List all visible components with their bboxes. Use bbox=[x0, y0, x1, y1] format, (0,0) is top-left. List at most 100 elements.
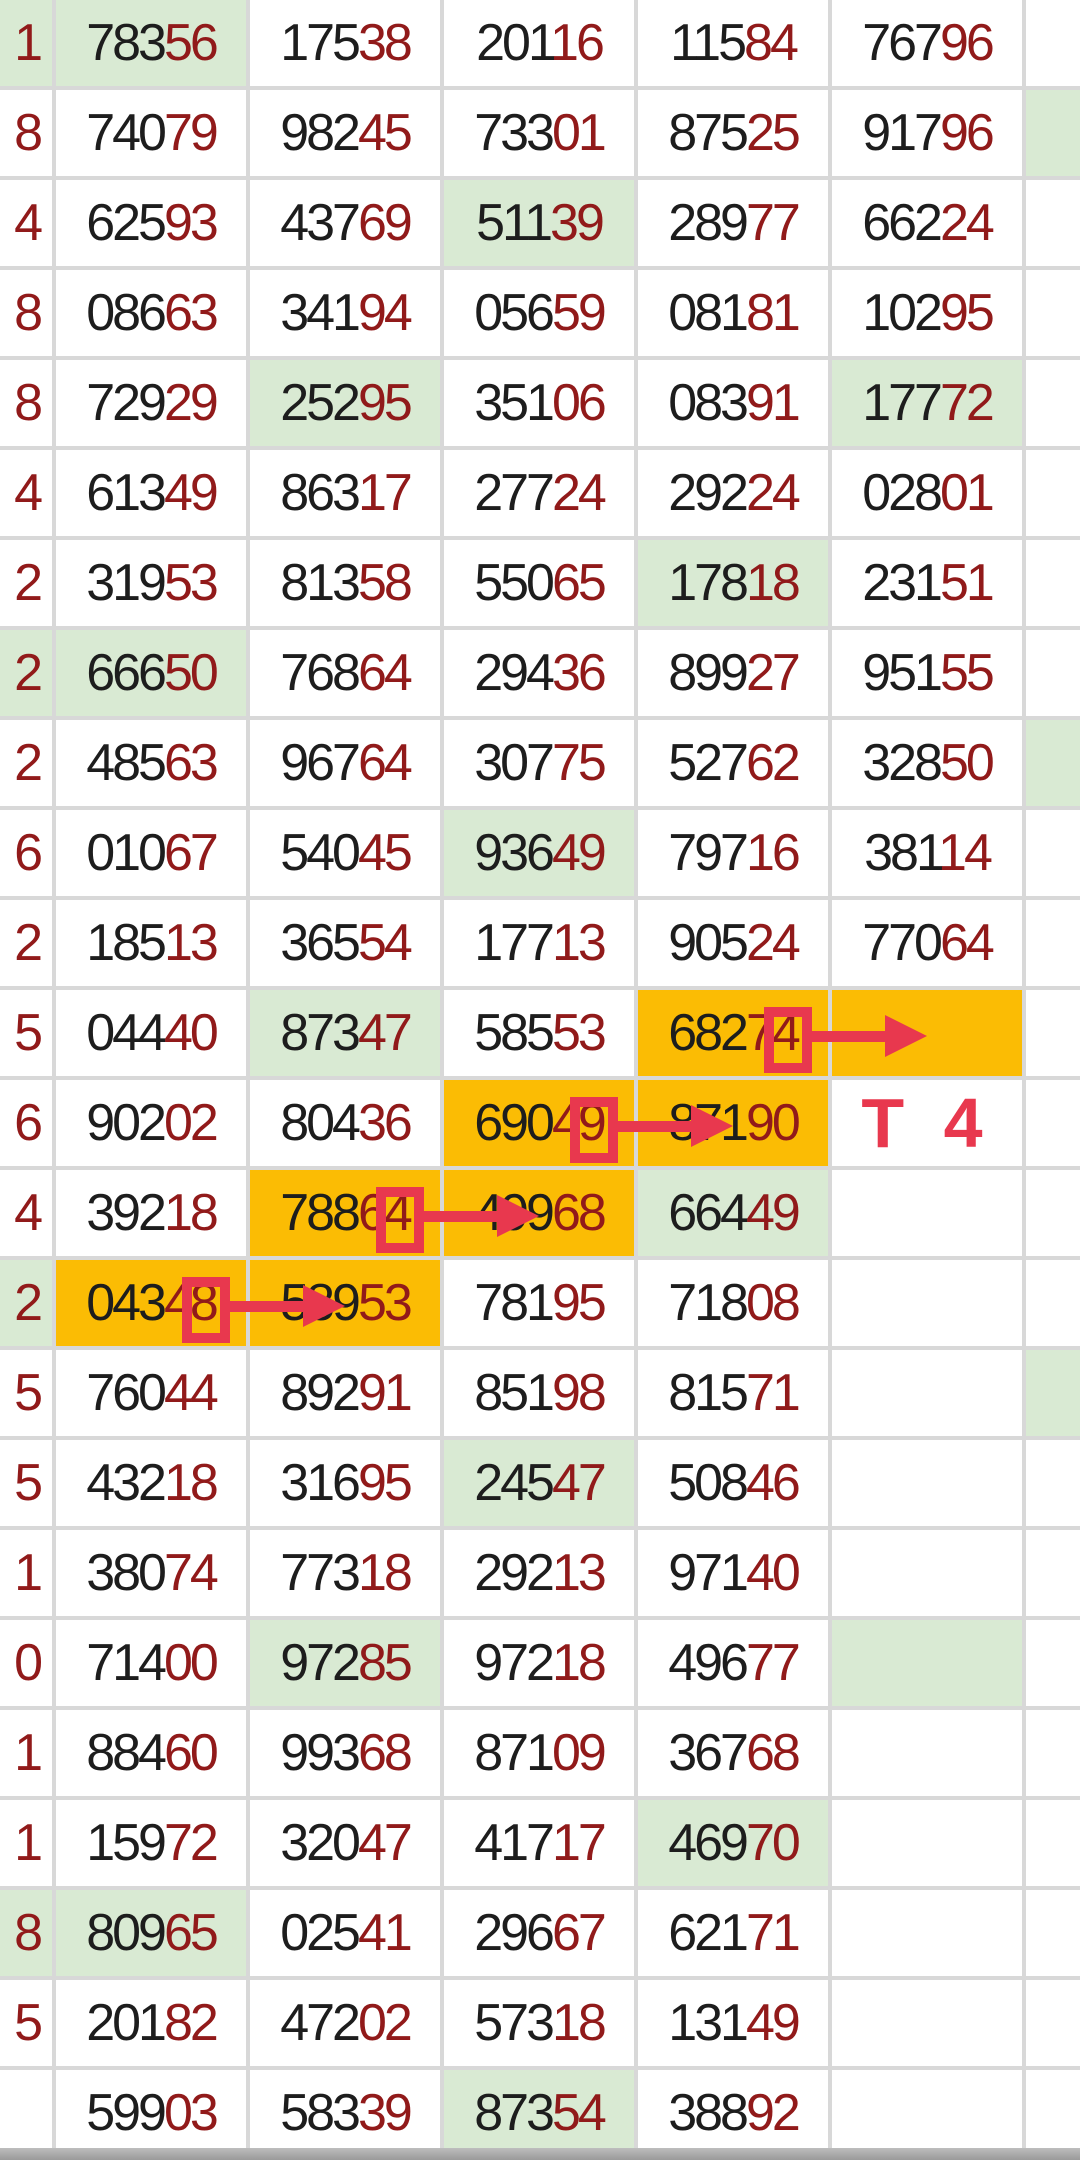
table-cell[interactable]: 27724 bbox=[444, 450, 634, 536]
clipped-left-cell[interactable]: 4 bbox=[0, 450, 52, 536]
clipped-right-cell[interactable] bbox=[1026, 1620, 1080, 1706]
table-cell[interactable]: 71400 bbox=[56, 1620, 246, 1706]
table-cell[interactable]: 59903 bbox=[56, 2070, 246, 2156]
clipped-left-cell[interactable]: 2 bbox=[0, 720, 52, 806]
clipped-left-cell[interactable]: 6 bbox=[0, 810, 52, 896]
table-cell[interactable]: 34194 bbox=[250, 270, 440, 356]
table-cell[interactable]: 62171 bbox=[638, 1890, 828, 1976]
table-cell[interactable]: 78195 bbox=[444, 1260, 634, 1346]
table-cell[interactable]: 57318 bbox=[444, 1980, 634, 2066]
table-cell[interactable]: 35106 bbox=[444, 360, 634, 446]
table-cell[interactable]: 11584 bbox=[638, 0, 828, 86]
clipped-right-cell[interactable] bbox=[1026, 1350, 1080, 1436]
table-cell[interactable]: 32850 bbox=[832, 720, 1022, 806]
table-cell[interactable]: 58953 bbox=[250, 1260, 440, 1346]
table-cell[interactable]: 29213 bbox=[444, 1530, 634, 1616]
table-cell[interactable]: 87109 bbox=[444, 1710, 634, 1796]
table-cell[interactable]: 89927 bbox=[638, 630, 828, 716]
table-cell[interactable] bbox=[832, 1980, 1022, 2066]
clipped-right-cell[interactable] bbox=[1026, 360, 1080, 446]
table-cell[interactable]: 74079 bbox=[56, 90, 246, 176]
table-cell[interactable]: 04440 bbox=[56, 990, 246, 1076]
table-cell[interactable] bbox=[832, 1170, 1022, 1256]
clipped-left-cell[interactable]: 5 bbox=[0, 1440, 52, 1526]
table-cell[interactable]: 54045 bbox=[250, 810, 440, 896]
table-cell[interactable]: 49968 bbox=[444, 1170, 634, 1256]
table-cell[interactable]: T 4 bbox=[832, 1080, 1022, 1166]
clipped-right-cell[interactable] bbox=[1026, 1170, 1080, 1256]
clipped-right-cell[interactable] bbox=[1026, 1800, 1080, 1886]
table-cell[interactable] bbox=[832, 1440, 1022, 1526]
table-cell[interactable]: 17713 bbox=[444, 900, 634, 986]
table-cell[interactable]: 38892 bbox=[638, 2070, 828, 2156]
table-cell[interactable]: 97140 bbox=[638, 1530, 828, 1616]
table-cell[interactable]: 08181 bbox=[638, 270, 828, 356]
table-cell[interactable]: 24547 bbox=[444, 1440, 634, 1526]
clipped-right-cell[interactable] bbox=[1026, 810, 1080, 896]
table-cell[interactable]: 78864 bbox=[250, 1170, 440, 1256]
table-cell[interactable]: 80436 bbox=[250, 1080, 440, 1166]
clipped-left-cell[interactable]: 4 bbox=[0, 1170, 52, 1256]
table-cell[interactable]: 47202 bbox=[250, 1980, 440, 2066]
table-cell[interactable]: 49677 bbox=[638, 1620, 828, 1706]
table-cell[interactable] bbox=[832, 1620, 1022, 1706]
table-cell[interactable]: 51139 bbox=[444, 180, 634, 266]
table-cell[interactable]: 29436 bbox=[444, 630, 634, 716]
clipped-left-cell[interactable]: 0 bbox=[0, 1620, 52, 1706]
table-cell[interactable] bbox=[832, 1800, 1022, 1886]
clipped-right-cell[interactable] bbox=[1026, 540, 1080, 626]
table-cell[interactable]: 99368 bbox=[250, 1710, 440, 1796]
table-cell[interactable]: 02801 bbox=[832, 450, 1022, 536]
clipped-left-cell[interactable]: 5 bbox=[0, 1350, 52, 1436]
clipped-left-cell[interactable]: 4 bbox=[0, 180, 52, 266]
table-cell[interactable]: 20116 bbox=[444, 0, 634, 86]
table-cell[interactable]: 89291 bbox=[250, 1350, 440, 1436]
clipped-right-cell[interactable] bbox=[1026, 90, 1080, 176]
clipped-right-cell[interactable] bbox=[1026, 1980, 1080, 2066]
table-cell[interactable]: 13149 bbox=[638, 1980, 828, 2066]
table-cell[interactable]: 76796 bbox=[832, 0, 1022, 86]
table-cell[interactable] bbox=[832, 1530, 1022, 1616]
clipped-right-cell[interactable] bbox=[1026, 270, 1080, 356]
table-cell[interactable]: 77064 bbox=[832, 900, 1022, 986]
table-cell[interactable]: 17818 bbox=[638, 540, 828, 626]
table-cell[interactable]: 01067 bbox=[56, 810, 246, 896]
table-cell[interactable]: 58339 bbox=[250, 2070, 440, 2156]
table-cell[interactable]: 97218 bbox=[444, 1620, 634, 1706]
table-cell[interactable]: 66650 bbox=[56, 630, 246, 716]
table-cell[interactable]: 10295 bbox=[832, 270, 1022, 356]
table-cell[interactable]: 18513 bbox=[56, 900, 246, 986]
table-cell[interactable]: 23151 bbox=[832, 540, 1022, 626]
table-cell[interactable]: 98245 bbox=[250, 90, 440, 176]
table-cell[interactable]: 36768 bbox=[638, 1710, 828, 1796]
clipped-left-cell[interactable]: 2 bbox=[0, 1260, 52, 1346]
clipped-right-cell[interactable] bbox=[1026, 180, 1080, 266]
clipped-left-cell[interactable]: 1 bbox=[0, 1800, 52, 1886]
clipped-left-cell[interactable]: 1 bbox=[0, 1710, 52, 1796]
clipped-right-cell[interactable] bbox=[1026, 1710, 1080, 1796]
table-cell[interactable]: 32047 bbox=[250, 1800, 440, 1886]
table-cell[interactable]: 43769 bbox=[250, 180, 440, 266]
clipped-left-cell[interactable]: 2 bbox=[0, 630, 52, 716]
table-cell[interactable]: 29667 bbox=[444, 1890, 634, 1976]
clipped-left-cell[interactable]: 8 bbox=[0, 1890, 52, 1976]
clipped-right-cell[interactable] bbox=[1026, 1080, 1080, 1166]
table-cell[interactable]: 39218 bbox=[56, 1170, 246, 1256]
table-cell[interactable] bbox=[832, 1890, 1022, 1976]
clipped-right-cell[interactable] bbox=[1026, 1890, 1080, 1976]
table-cell[interactable]: 25295 bbox=[250, 360, 440, 446]
table-cell[interactable]: 17772 bbox=[832, 360, 1022, 446]
table-cell[interactable]: 31953 bbox=[56, 540, 246, 626]
table-cell[interactable]: 76864 bbox=[250, 630, 440, 716]
clipped-right-cell[interactable] bbox=[1026, 1260, 1080, 1346]
clipped-right-cell[interactable] bbox=[1026, 990, 1080, 1076]
table-cell[interactable]: 87525 bbox=[638, 90, 828, 176]
table-cell[interactable]: 17538 bbox=[250, 0, 440, 86]
clipped-right-cell[interactable] bbox=[1026, 450, 1080, 536]
clipped-right-cell[interactable] bbox=[1026, 900, 1080, 986]
table-cell[interactable]: 66449 bbox=[638, 1170, 828, 1256]
clipped-left-cell[interactable]: 5 bbox=[0, 1980, 52, 2066]
table-cell[interactable]: 31695 bbox=[250, 1440, 440, 1526]
table-cell[interactable]: 71808 bbox=[638, 1260, 828, 1346]
table-cell[interactable]: 43218 bbox=[56, 1440, 246, 1526]
